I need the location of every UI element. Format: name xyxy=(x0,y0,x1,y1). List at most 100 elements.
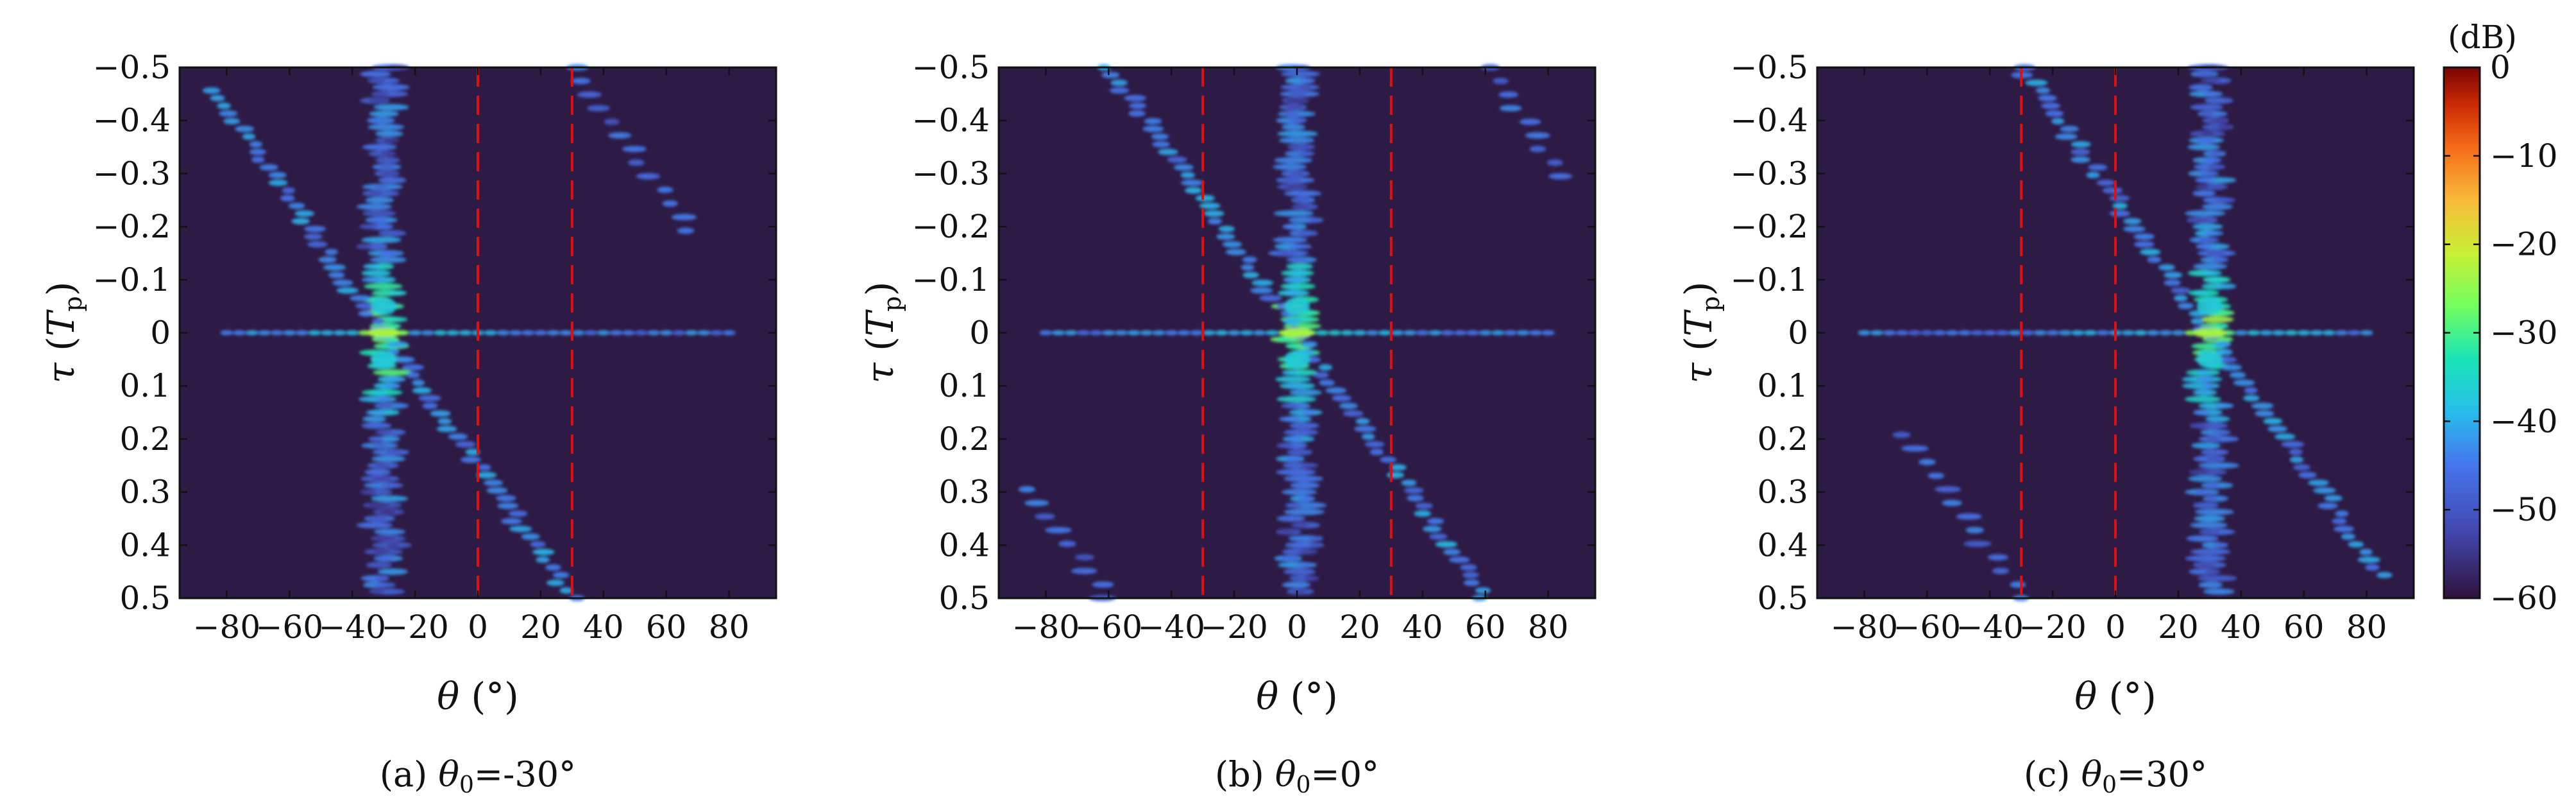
heatmap-cell xyxy=(1963,540,1992,547)
heatmap-cell xyxy=(1177,330,1191,336)
heatmap-cell xyxy=(1956,513,1982,520)
heatmap-cell xyxy=(2199,316,2234,323)
heatmap-cell xyxy=(328,271,345,279)
y-axis-label: τ (Tp) xyxy=(858,282,906,384)
heatmap-cell xyxy=(1216,233,1235,240)
heatmap-cell xyxy=(280,194,295,202)
heatmap-cell xyxy=(376,435,400,442)
heatmap-cell xyxy=(448,433,468,440)
heatmap-cell xyxy=(1218,225,1235,232)
heatmap-cell xyxy=(1275,375,1311,383)
heatmap-cell xyxy=(1185,187,1203,194)
colorbar-tick-label: −20 xyxy=(2490,226,2558,263)
heatmap-cell xyxy=(2055,133,2078,140)
heatmap-cell xyxy=(1092,581,1114,588)
panel-c: −80−60−40−20 0 20 40 60 80 −0.5−0.4−0.3−0.2−0… xyxy=(1677,49,2415,798)
heatmap-cell xyxy=(2198,370,2212,375)
heatmap-cell xyxy=(2196,376,2214,382)
heatmap-cell xyxy=(1289,117,1307,123)
heatmap-cell xyxy=(530,541,546,548)
heatmap-cell xyxy=(608,132,632,139)
heatmap-cell xyxy=(294,210,315,217)
heatmap-cell xyxy=(2109,194,2130,202)
heatmap-cell xyxy=(359,71,391,78)
heatmap-cell xyxy=(2192,502,2219,509)
heatmap-cell xyxy=(361,277,384,282)
heatmap-cell xyxy=(2190,318,2204,325)
heatmap-cell xyxy=(500,518,523,525)
x-ticks: −80−60−40−20 0 20 40 60 80 xyxy=(1831,67,2387,646)
heatmap-cell xyxy=(1519,118,1541,125)
heatmap-cell xyxy=(379,164,394,170)
heatmap-cell xyxy=(1039,330,1053,336)
heatmap-cell xyxy=(1548,173,1573,180)
heatmap-cell xyxy=(1908,330,1921,336)
heatmap-cell xyxy=(1285,184,1307,190)
heatmap-cell xyxy=(547,330,560,336)
heatmap-cell xyxy=(622,330,635,336)
heatmap-cell xyxy=(366,409,388,415)
panel-caption: (c) θ0=30° xyxy=(2024,754,2207,798)
heatmap-cell xyxy=(371,476,392,481)
heatmap-cell xyxy=(2207,164,2226,170)
heatmap-cell xyxy=(647,330,661,336)
heatmap-cell xyxy=(662,200,678,207)
heatmap-cell xyxy=(259,164,279,171)
y-tick-label: −0.2 xyxy=(1731,208,1808,245)
heatmap-cell xyxy=(2086,171,2100,178)
heatmap-cell xyxy=(1297,85,1311,90)
heatmap-cell xyxy=(1274,157,1313,164)
heatmap-cell xyxy=(1546,159,1563,166)
heatmap-cell xyxy=(358,310,374,317)
heatmap-cell xyxy=(1273,236,1308,243)
heatmap-cell xyxy=(1404,487,1424,494)
heatmap-cell xyxy=(295,330,309,336)
heatmap-cell xyxy=(2201,383,2215,389)
heatmap-cell xyxy=(270,330,284,336)
heatmap-cell xyxy=(1301,409,1317,415)
heatmap-cell xyxy=(486,487,508,494)
heatmap-cell xyxy=(1285,263,1314,270)
heatmap-cell xyxy=(545,564,561,571)
x-ticks: −80−60−40−20 0 20 40 60 80 xyxy=(193,67,749,646)
heatmap-cell xyxy=(1283,111,1300,117)
heatmap-cell xyxy=(1127,330,1140,336)
heatmap-cell xyxy=(375,130,403,137)
x-tick-label: 60 xyxy=(2284,608,2325,646)
heatmap-cell xyxy=(659,330,673,336)
heatmap-cell xyxy=(1124,94,1146,101)
heatmap-cell xyxy=(2198,237,2219,243)
heatmap-cell xyxy=(2198,575,2237,581)
heatmap-cell xyxy=(521,533,541,540)
heatmap-cell xyxy=(1504,330,1517,336)
heatmap-cell xyxy=(2365,564,2380,571)
heatmap-cell xyxy=(2359,549,2373,556)
heatmap-cell xyxy=(496,495,516,502)
heatmap-cell xyxy=(2194,515,2226,522)
heatmap-cell xyxy=(1308,542,1321,548)
heatmap-cell xyxy=(380,171,398,177)
heatmap-cell xyxy=(2201,529,2221,535)
y-tick-label: 0.1 xyxy=(1757,367,1808,404)
x-tick-label: 60 xyxy=(646,608,687,646)
heatmap-cell xyxy=(1341,330,1354,336)
heatmap-cell xyxy=(1102,330,1115,336)
heatmap-cell xyxy=(383,376,406,382)
heatmap-cell xyxy=(249,141,262,148)
heatmap-cell xyxy=(1498,91,1519,98)
heatmap-marks xyxy=(1858,64,2393,601)
y-tick-label: −0.1 xyxy=(93,261,171,298)
heatmap-cell xyxy=(2233,379,2255,386)
heatmap-cell xyxy=(384,137,400,143)
heatmap-cell xyxy=(2134,330,2148,336)
heatmap-cell xyxy=(1276,443,1294,449)
heatmap-cell xyxy=(362,415,387,422)
y-tick-label: 0.5 xyxy=(119,580,171,617)
heatmap-cell xyxy=(242,133,256,140)
heatmap-cell xyxy=(1541,330,1555,336)
heatmap-cell xyxy=(2191,423,2209,429)
heatmap-cell xyxy=(1158,148,1178,155)
heatmap-cell xyxy=(1140,330,1153,336)
heatmap-cell xyxy=(1278,416,1302,422)
